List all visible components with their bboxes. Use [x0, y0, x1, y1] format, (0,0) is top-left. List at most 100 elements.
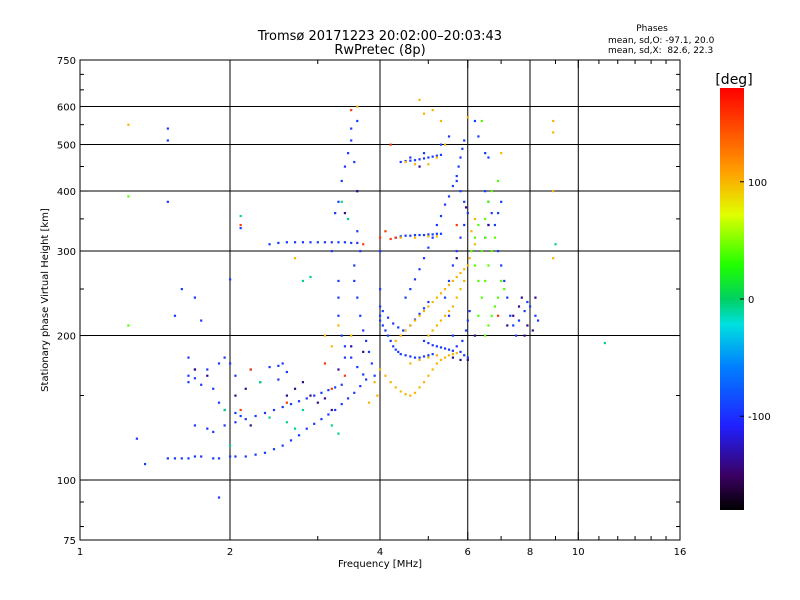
data-point [526, 300, 529, 304]
data-point [343, 241, 347, 244]
y-tick-label: 100 [57, 476, 76, 487]
x-tick-label: 16 [674, 547, 687, 558]
data-point [193, 377, 197, 380]
data-point [523, 334, 526, 337]
data-point [239, 227, 242, 230]
data-point [367, 401, 371, 404]
data-point [422, 112, 426, 115]
data-point [166, 127, 169, 130]
data-point [166, 457, 169, 460]
data-point [409, 355, 412, 358]
data-point [512, 324, 515, 327]
data-point [389, 381, 392, 384]
data-point [127, 324, 130, 327]
data-point [343, 345, 347, 348]
data-point [281, 444, 284, 447]
data-point [431, 368, 434, 371]
data-point [435, 354, 438, 357]
data-point [259, 381, 262, 384]
data-point [418, 233, 421, 237]
data-point [427, 341, 430, 345]
x-tick-label: 2 [227, 547, 233, 558]
data-point [466, 319, 469, 322]
data-point [180, 288, 183, 291]
data-point [229, 278, 232, 281]
colorbar-tick-label: 0 [748, 295, 754, 306]
data-point [443, 356, 447, 359]
data-point [217, 362, 221, 365]
data-point [459, 236, 462, 239]
data-point [343, 374, 347, 377]
data-point [515, 334, 518, 337]
data-point [409, 159, 412, 162]
data-point [418, 358, 421, 362]
data-point [365, 339, 368, 343]
data-point [487, 264, 490, 267]
data-point [200, 319, 203, 322]
data-point [439, 319, 443, 322]
data-point [427, 300, 430, 304]
data-point [404, 329, 407, 332]
data-point [523, 309, 526, 313]
data-point [353, 160, 356, 164]
data-point [470, 230, 473, 233]
data-point [455, 296, 458, 299]
data-point [340, 403, 343, 406]
data-point [239, 214, 242, 218]
data-point [418, 268, 421, 271]
data-point [392, 322, 395, 325]
data-point [413, 163, 417, 166]
data-point [552, 131, 555, 134]
data-point [455, 174, 458, 178]
chart-title: Tromsø 20171223 20:02:00–20:03:43 [257, 29, 502, 44]
data-point [451, 279, 455, 283]
data-point [330, 408, 333, 412]
data-point [487, 324, 490, 327]
data-point [473, 243, 477, 246]
data-point [517, 305, 521, 308]
data-point [435, 154, 438, 157]
data-point [320, 391, 323, 394]
data-point [439, 143, 443, 146]
data-point [500, 200, 503, 203]
data-point [281, 362, 284, 365]
data-point [234, 394, 237, 397]
data-point [384, 374, 387, 377]
data-point [337, 279, 340, 283]
phases-line-x: mean, sd,X: 82.6, 22.3 [608, 46, 713, 56]
data-point [285, 241, 288, 244]
data-point [200, 383, 203, 386]
data-point [229, 444, 232, 447]
data-point [334, 212, 337, 215]
data-point [480, 119, 483, 123]
data-point [435, 362, 438, 365]
data-point [127, 123, 130, 126]
data-point [268, 243, 271, 246]
data-point [409, 288, 412, 291]
data-point [464, 206, 468, 209]
data-point [187, 381, 190, 384]
data-point [413, 233, 417, 237]
data-point [487, 223, 490, 227]
data-point [487, 156, 490, 159]
data-point [305, 427, 308, 430]
data-point [346, 397, 350, 400]
data-point [200, 455, 203, 458]
data-point [455, 223, 458, 227]
data-point [473, 264, 477, 267]
data-point [418, 312, 421, 315]
data-point [356, 230, 359, 233]
data-point [223, 408, 226, 412]
data-point [350, 356, 353, 359]
data-point [531, 329, 534, 332]
data-point [356, 190, 359, 193]
data-point [418, 165, 421, 168]
data-point [435, 296, 438, 299]
y-tick-label: 300 [57, 247, 76, 258]
data-point [480, 250, 483, 253]
data-point [503, 279, 506, 283]
y-axis-label: Stationary phase Virtual Height [km] [40, 208, 51, 392]
data-point [313, 422, 316, 425]
data-point [223, 356, 226, 359]
data-point [343, 212, 347, 215]
